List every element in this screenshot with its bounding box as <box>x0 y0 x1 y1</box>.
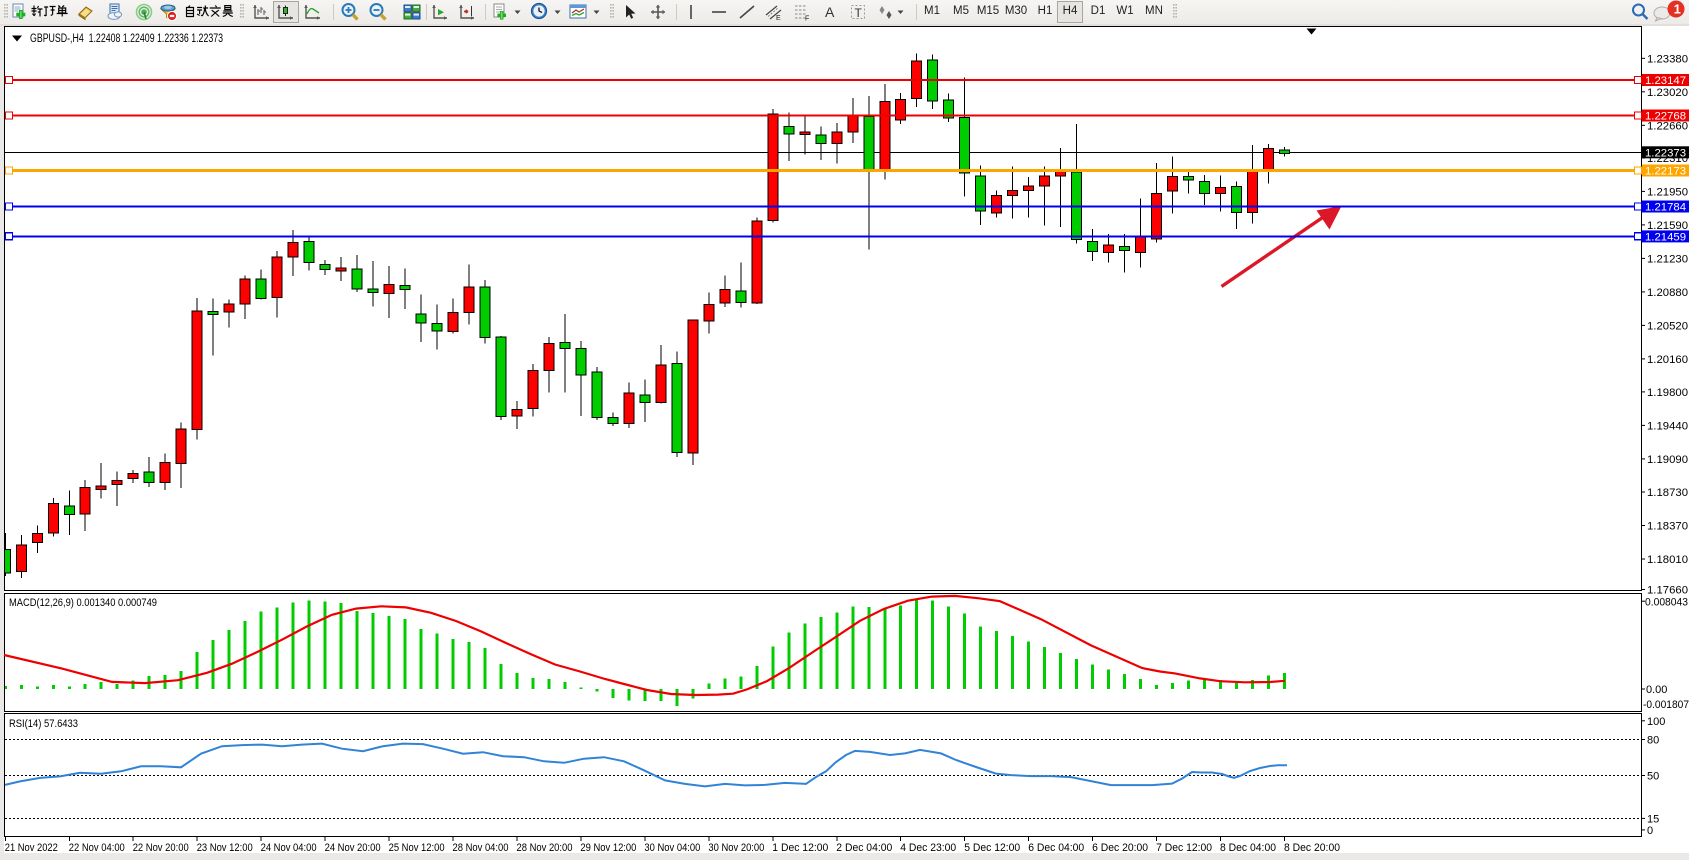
svg-text:1 Dec 12:00: 1 Dec 12:00 <box>772 842 828 854</box>
svg-text:T: T <box>855 6 863 20</box>
svg-text:6 Dec 04:00: 6 Dec 04:00 <box>1028 842 1084 854</box>
svg-text:0.008043: 0.008043 <box>1645 596 1688 608</box>
svg-text:1.20520: 1.20520 <box>1647 320 1688 332</box>
svg-text:0.00: 0.00 <box>1646 684 1667 696</box>
svg-text:GBPUSD-,H4 1.22408 1.22409 1.: GBPUSD-,H4 1.22408 1.22409 1.22336 1.223… <box>30 33 223 45</box>
svg-text:22 Nov 04:00: 22 Nov 04:00 <box>69 842 125 854</box>
svg-text:1.23147: 1.23147 <box>1645 75 1686 87</box>
svg-text:A: A <box>825 4 835 20</box>
svg-text:1.20160: 1.20160 <box>1647 354 1688 366</box>
svg-text:29 Nov 12:00: 29 Nov 12:00 <box>580 842 636 854</box>
svg-text:1.18370: 1.18370 <box>1647 521 1688 533</box>
svg-text:2 Dec 04:00: 2 Dec 04:00 <box>836 842 892 854</box>
svg-text:22 Nov 20:00: 22 Nov 20:00 <box>133 842 189 854</box>
svg-text:24 Nov 04:00: 24 Nov 04:00 <box>261 842 317 854</box>
svg-text:MACD(12,26,9) 0.001340 0.00074: MACD(12,26,9) 0.001340 0.000749 <box>9 597 157 609</box>
svg-text:1: 1 <box>1674 2 1681 17</box>
svg-text:30 Nov 04:00: 30 Nov 04:00 <box>644 842 700 854</box>
svg-text:80: 80 <box>1647 735 1659 747</box>
svg-text:4 Dec 23:00: 4 Dec 23:00 <box>900 842 956 854</box>
svg-text:28 Nov 20:00: 28 Nov 20:00 <box>517 842 573 854</box>
svg-text:6 Dec 20:00: 6 Dec 20:00 <box>1092 842 1148 854</box>
svg-text:23 Nov 12:00: 23 Nov 12:00 <box>197 842 253 854</box>
svg-text:1.21590: 1.21590 <box>1647 220 1688 232</box>
svg-text:7 Dec 12:00: 7 Dec 12:00 <box>1156 842 1212 854</box>
svg-text:1.22173: 1.22173 <box>1645 166 1686 178</box>
svg-text:1.21950: 1.21950 <box>1647 186 1688 198</box>
svg-text:F: F <box>805 16 809 22</box>
svg-text:8 Dec 04:00: 8 Dec 04:00 <box>1220 842 1276 854</box>
svg-text:1.21459: 1.21459 <box>1645 232 1686 244</box>
svg-text:1.17660: 1.17660 <box>1647 585 1688 597</box>
svg-text:8 Dec 20:00: 8 Dec 20:00 <box>1284 842 1340 854</box>
svg-text:1.21230: 1.21230 <box>1647 253 1688 265</box>
svg-text:28 Nov 04:00: 28 Nov 04:00 <box>453 842 509 854</box>
svg-text:1.19440: 1.19440 <box>1647 420 1688 432</box>
svg-text:1.22768: 1.22768 <box>1645 111 1686 123</box>
svg-text:100: 100 <box>1647 716 1665 728</box>
svg-text:1.18010: 1.18010 <box>1647 554 1688 566</box>
svg-text:1.23020: 1.23020 <box>1647 87 1688 99</box>
svg-text:1.23380: 1.23380 <box>1647 53 1688 65</box>
svg-text:24 Nov 20:00: 24 Nov 20:00 <box>325 842 381 854</box>
svg-text:30 Nov 20:00: 30 Nov 20:00 <box>708 842 764 854</box>
svg-text:RSI(14) 57.6433: RSI(14) 57.6433 <box>9 718 78 730</box>
svg-text:E: E <box>776 15 781 21</box>
svg-text:1.18730: 1.18730 <box>1647 487 1688 499</box>
svg-text:1.19090: 1.19090 <box>1647 454 1688 466</box>
svg-text:1.22373: 1.22373 <box>1645 148 1686 160</box>
svg-text:5 Dec 12:00: 5 Dec 12:00 <box>964 842 1020 854</box>
svg-text:1.20880: 1.20880 <box>1647 287 1688 299</box>
svg-text:0: 0 <box>1647 825 1653 837</box>
svg-text:-0.001807: -0.001807 <box>1643 699 1689 711</box>
svg-text:50: 50 <box>1647 771 1659 783</box>
svg-text:25 Nov 12:00: 25 Nov 12:00 <box>389 842 445 854</box>
svg-text:1.22660: 1.22660 <box>1647 120 1688 132</box>
svg-text:15: 15 <box>1647 813 1659 825</box>
svg-text:1.19800: 1.19800 <box>1647 387 1688 399</box>
svg-text:1.21784: 1.21784 <box>1645 202 1686 214</box>
svg-text:21 Nov 2022: 21 Nov 2022 <box>5 842 58 854</box>
